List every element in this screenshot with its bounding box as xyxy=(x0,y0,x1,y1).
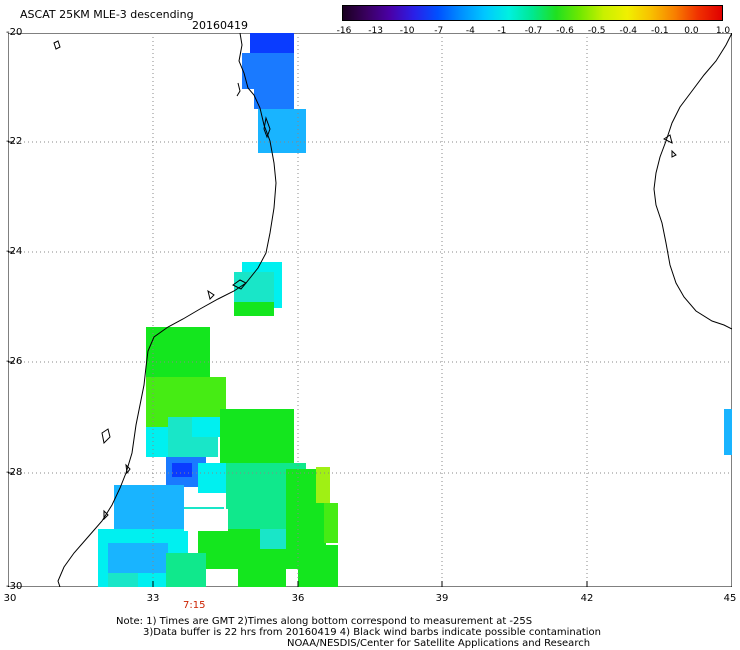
swath-cell xyxy=(324,503,338,543)
swath-cell xyxy=(270,109,306,153)
frame-ticks xyxy=(8,141,588,587)
colorbar-tick: -0.6 xyxy=(556,26,574,36)
swath-cell xyxy=(114,485,184,529)
lon-label-33: 33 xyxy=(146,593,160,604)
swath-data xyxy=(98,33,732,587)
swath-cell xyxy=(198,463,228,493)
lat-label-24: -24 xyxy=(6,246,23,257)
swath-cell xyxy=(238,569,286,587)
colorbar-tick: -0.5 xyxy=(587,26,606,36)
colorbar-tick: -1 xyxy=(497,26,507,36)
colorbar-tick: -0.7 xyxy=(524,26,543,36)
colorbar-tick: -16 xyxy=(336,26,352,36)
swath-cell xyxy=(108,573,138,587)
lat-label-26: -26 xyxy=(6,356,23,367)
swath-cell xyxy=(234,302,274,316)
lon-label-36: 36 xyxy=(291,593,305,604)
note-line-1: Note: 1) Times are GMT 2)Times along bot… xyxy=(116,616,533,627)
colorbar-tick: -13 xyxy=(368,26,383,36)
lon-label-45: 45 xyxy=(723,593,737,604)
gridlines xyxy=(8,33,732,587)
lon-label-39: 39 xyxy=(435,593,449,604)
swath-cell xyxy=(250,33,294,53)
swath-cell xyxy=(172,463,192,477)
swath-cell xyxy=(254,89,294,109)
map-title: ASCAT 25KM MLE-3 descending xyxy=(20,8,194,21)
colorbar-tick: -10 xyxy=(399,26,415,36)
lat-label-30: -30 xyxy=(6,581,23,592)
colorbar-tick: -0.4 xyxy=(619,26,638,36)
lat-label-22: -22 xyxy=(6,136,23,147)
coastline xyxy=(53,33,732,587)
lat-label-20: -20 xyxy=(6,27,23,38)
swath-cell xyxy=(166,553,206,587)
colorbar xyxy=(342,5,723,21)
colorbar-tick: 0.0 xyxy=(684,26,699,36)
note-line-2: 3)Data buffer is 22 hrs from 20160419 4)… xyxy=(143,627,601,638)
colorbar-tick: -0.1 xyxy=(651,26,669,36)
swath-cell xyxy=(108,543,168,573)
swath-cell xyxy=(316,467,330,503)
swath-cell xyxy=(146,327,210,377)
time-label: 7:15 xyxy=(183,600,206,611)
colorbar-tick: -4 xyxy=(465,26,475,36)
swath-gap xyxy=(184,509,228,531)
swath-cell-east xyxy=(724,409,732,455)
lon-label-30: 30 xyxy=(3,593,17,604)
swath-cell xyxy=(298,545,338,587)
map-panel xyxy=(8,33,732,587)
colorbar-tick: -7 xyxy=(434,26,444,36)
swath-cell xyxy=(192,417,222,437)
colorbar-tick: 1.0 xyxy=(715,26,731,36)
lon-label-42: 42 xyxy=(580,593,594,604)
swath-cell xyxy=(260,529,286,549)
swath-cell xyxy=(242,53,294,89)
lat-label-28: -28 xyxy=(6,467,23,478)
map-date: 20160419 xyxy=(192,19,248,32)
note-line-3: NOAA/NESDIS/Center for Satellite Applica… xyxy=(287,638,591,649)
